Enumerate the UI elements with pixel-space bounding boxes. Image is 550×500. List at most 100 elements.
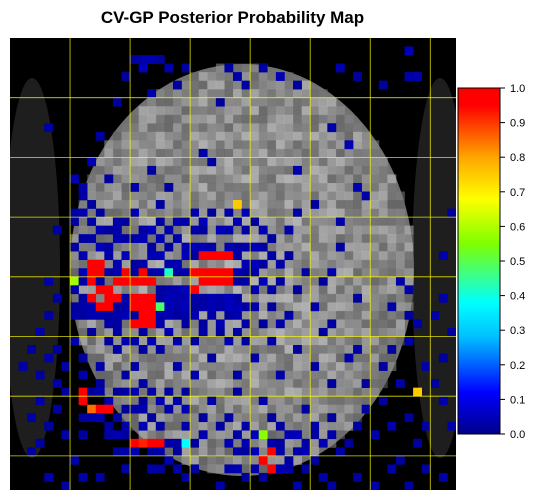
texture-tile: [327, 157, 337, 167]
texture-tile: [207, 131, 217, 141]
texture-tile: [250, 421, 260, 431]
texture-tile: [181, 370, 191, 380]
texture-tile: [121, 165, 131, 175]
probability-cell: [284, 464, 294, 474]
probability-cell: [318, 276, 328, 286]
texture-tile: [353, 362, 363, 372]
probability-cell: [95, 362, 105, 371]
texture-tile: [164, 140, 174, 150]
texture-tile: [198, 438, 208, 448]
probability-cell: [78, 234, 88, 243]
probability-cell: [70, 285, 79, 295]
probability-cell: [70, 302, 79, 312]
texture-tile: [241, 379, 251, 389]
texture-tile: [138, 208, 148, 218]
probability-cell: [233, 327, 242, 337]
texture-tile: [258, 182, 268, 192]
texture-tile: [284, 140, 294, 150]
probability-cell: [172, 310, 182, 320]
texture-tile: [207, 345, 217, 354]
texture-tile: [327, 362, 337, 372]
texture-tile: [353, 404, 363, 414]
texture-tile: [310, 191, 320, 201]
probability-cell: [87, 234, 97, 243]
texture-tile: [138, 123, 148, 133]
texture-tile: [258, 140, 268, 150]
probability-cell: [155, 251, 165, 261]
texture-tile: [207, 464, 217, 474]
texture-tile: [172, 404, 182, 414]
probability-cell: [250, 302, 260, 312]
texture-tile: [275, 165, 285, 175]
texture-tile: [207, 80, 217, 90]
probability-cell: [70, 310, 79, 320]
probability-cell: [130, 208, 139, 218]
probability-cell: [258, 259, 268, 269]
texture-tile: [335, 302, 345, 312]
texture-tile: [267, 396, 277, 406]
texture-tile: [198, 89, 208, 99]
probability-map: [4, 38, 468, 491]
texture-tile: [78, 217, 88, 227]
texture-tile: [233, 353, 242, 363]
probability-cell: [104, 336, 114, 346]
texture-tile: [181, 362, 191, 372]
probability-cell: [44, 421, 54, 431]
texture-tile: [284, 293, 294, 303]
probability-cell: [130, 259, 139, 269]
probability-cell: [181, 217, 191, 226]
texture-tile: [344, 268, 354, 278]
texture-tile: [293, 268, 303, 278]
texture-tile: [233, 174, 242, 184]
texture-tile: [104, 157, 114, 167]
texture-tile: [267, 387, 277, 397]
texture-tile: [318, 217, 328, 227]
texture-tile: [241, 200, 251, 209]
texture-tile: [112, 200, 122, 209]
probability-cell: [233, 251, 242, 261]
texture-tile: [147, 174, 157, 184]
texture-tile: [335, 310, 345, 320]
texture-tile: [335, 225, 345, 235]
probability-cell: [35, 438, 45, 448]
probability-cell: [164, 438, 174, 448]
texture-tile: [310, 310, 320, 320]
texture-tile: [215, 148, 225, 158]
texture-tile: [172, 421, 182, 431]
texture-tile: [275, 336, 285, 346]
texture-tile: [353, 302, 363, 312]
texture-tile: [335, 165, 345, 175]
probability-cell: [215, 251, 225, 261]
texture-tile: [353, 165, 363, 175]
texture-tile: [327, 387, 337, 397]
probability-cell: [87, 310, 97, 320]
texture-tile: [147, 191, 157, 201]
texture-tile: [344, 182, 354, 192]
texture-tile: [155, 97, 165, 107]
probability-cell: [241, 447, 251, 457]
texture-tile: [258, 106, 268, 116]
texture-tile: [275, 455, 285, 465]
texture-tile: [335, 413, 345, 423]
texture-tile: [267, 157, 277, 167]
probability-cell: [147, 438, 157, 448]
probability-cell: [130, 336, 139, 346]
texture-tile: [387, 362, 397, 372]
probability-cell: [413, 72, 422, 81]
texture-tile: [370, 387, 380, 397]
texture-tile: [335, 319, 345, 329]
texture-tile: [361, 268, 371, 278]
probability-cell: [70, 242, 79, 252]
probability-cell: [78, 472, 88, 482]
texture-tile: [378, 353, 388, 363]
texture-tile: [130, 131, 140, 141]
texture-tile: [370, 293, 380, 303]
texture-tile: [95, 370, 105, 380]
texture-tile: [241, 63, 251, 73]
texture-tile: [172, 174, 182, 184]
texture-tile: [284, 276, 294, 286]
texture-tile: [353, 208, 363, 218]
probability-cell: [198, 148, 208, 158]
texture-tile: [275, 327, 285, 337]
texture-tile: [130, 148, 140, 158]
